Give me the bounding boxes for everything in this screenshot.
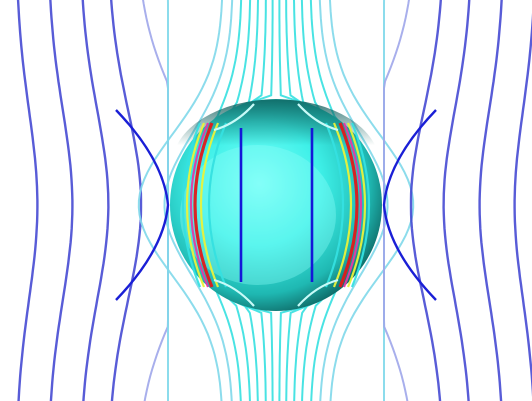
surface-arc <box>342 122 363 288</box>
surface-streamlines <box>115 103 437 307</box>
pole-field-line <box>382 109 437 301</box>
sphere-highlight <box>180 145 336 285</box>
sphere <box>170 99 382 311</box>
cap-streamline <box>213 103 255 132</box>
streamline <box>409 0 442 401</box>
streamline <box>163 0 234 401</box>
surface-arc <box>350 122 371 288</box>
streamline <box>442 0 471 401</box>
sphere-top-shade <box>172 99 380 231</box>
streamline <box>137 0 224 401</box>
streamline <box>318 0 389 401</box>
surface-arc <box>199 122 220 288</box>
pole-field-line <box>115 109 170 301</box>
streamline <box>16 0 39 401</box>
surface-arc <box>346 122 367 288</box>
surface-arc <box>324 122 345 288</box>
surface-arc <box>207 122 228 288</box>
cap-streamline <box>297 278 339 307</box>
streamline <box>110 0 143 401</box>
surface-arc <box>193 122 214 288</box>
streamline <box>328 0 415 401</box>
surface-arc <box>181 122 202 288</box>
surface-arc <box>332 122 353 288</box>
streamline <box>513 12 532 398</box>
cap-streamline <box>297 103 339 132</box>
streamline <box>81 0 110 401</box>
cap-streamline <box>213 278 255 307</box>
surface-arc <box>185 122 206 288</box>
streamline <box>49 0 74 401</box>
surface-arc <box>338 122 359 288</box>
surface-arc <box>189 122 210 288</box>
streamline <box>478 0 503 401</box>
